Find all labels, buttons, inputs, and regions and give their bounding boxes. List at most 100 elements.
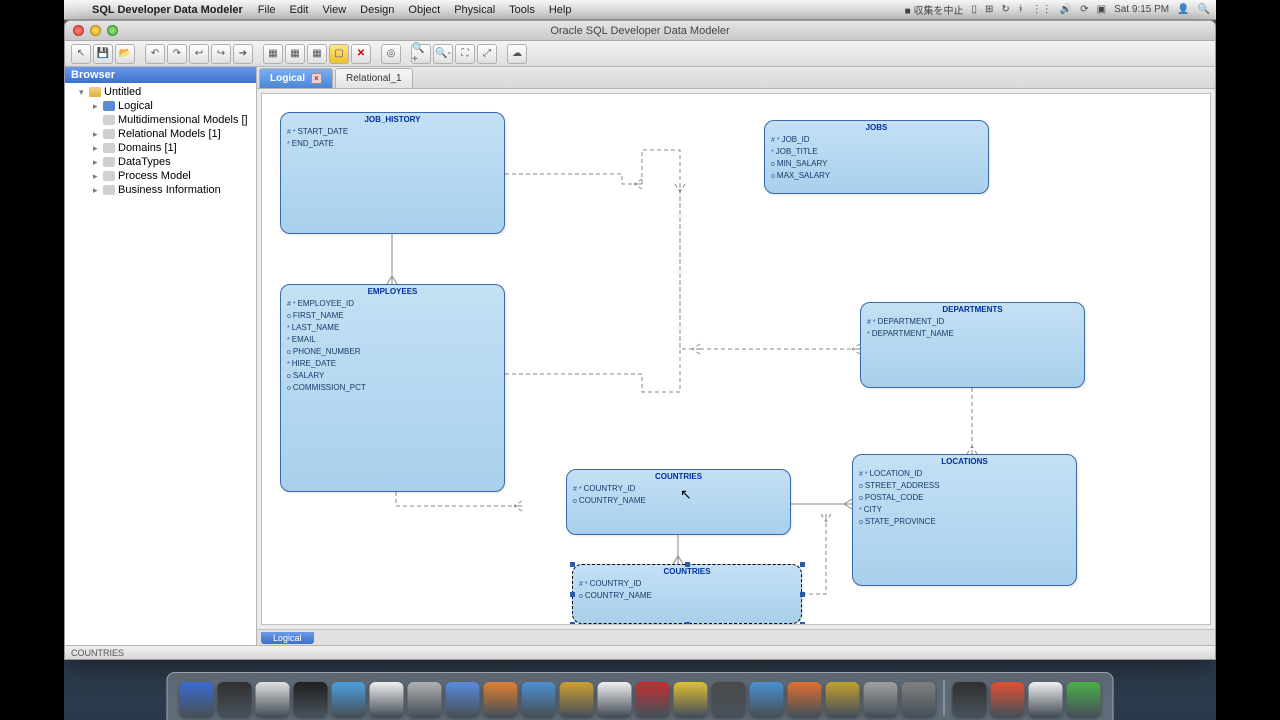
resize-handle[interactable] [800,562,805,567]
menu-view[interactable]: View [323,4,347,16]
dock-icon-3[interactable] [294,682,328,716]
zoom-in-button[interactable]: 🔍+ [411,44,431,64]
dock-icon-0[interactable] [180,682,214,716]
dock-icon-6[interactable] [408,682,442,716]
user-icon[interactable]: 👤 [1177,4,1189,15]
fit-button[interactable]: ⛶ [455,44,475,64]
grid1-button[interactable]: ▦ [263,44,283,64]
tree-item-logical[interactable]: ▸Logical [65,99,256,113]
fullscreen-button[interactable]: ⤢ [477,44,497,64]
dock[interactable] [167,672,1114,720]
wifi-icon[interactable]: ⋮⋮ [1032,4,1052,15]
dropbox-icon[interactable]: ▣ [1097,4,1106,15]
dock-icon-22[interactable] [1029,682,1063,716]
entity-employees[interactable]: EMPLOYEES# *EMPLOYEE_IDoFIRST_NAME*LAST_… [280,284,505,492]
dock-icon-8[interactable] [484,682,518,716]
tree-item-multidimensional-models-[interactable]: Multidimensional Models [] [65,113,256,127]
dock-icon-21[interactable] [991,682,1025,716]
dock-icon-14[interactable] [712,682,746,716]
dock-icon-7[interactable] [446,682,480,716]
browser-tree[interactable]: ▾Untitled▸LogicalMultidimensional Models… [65,83,256,199]
timemachine-icon[interactable]: ↻ [1001,4,1009,15]
open-button[interactable]: 📂 [115,44,135,64]
resize-handle[interactable] [570,592,575,597]
menu-physical[interactable]: Physical [454,4,495,16]
dock-icon-1[interactable] [218,682,252,716]
dock-icon-10[interactable] [560,682,594,716]
delete-button[interactable]: ✕ [351,44,371,64]
dock-icon-2[interactable] [256,682,290,716]
new-entity-button[interactable]: ▢ [329,44,349,64]
resize-handle[interactable] [800,622,805,625]
app-name[interactable]: SQL Developer Data Modeler [92,4,243,16]
dock-icon-11[interactable] [598,682,632,716]
dock-icon-5[interactable] [370,682,404,716]
cloud-button[interactable]: ☁ [507,44,527,64]
entity-departments[interactable]: DEPARTMENTS# *DEPARTMENT_ID*DEPARTMENT_N… [860,302,1085,388]
entity-job_history[interactable]: JOB_HISTORY# *START_DATE*END_DATE [280,112,505,234]
dock-icon-20[interactable] [953,682,987,716]
window-zoom-button[interactable] [107,25,118,36]
diagram-canvas[interactable]: JOB_HISTORY# *START_DATE*END_DATE JOBS# *… [261,93,1211,625]
pointer-tool-button[interactable]: ↖ [71,44,91,64]
dock-icon-12[interactable] [636,682,670,716]
nav-back-button[interactable]: ↩ [189,44,209,64]
menu-file[interactable]: File [258,4,276,16]
entity-jobs[interactable]: JOBS# *JOB_ID*JOB_TITLEoMIN_SALARYoMAX_S… [764,120,989,194]
menu-edit[interactable]: Edit [290,4,309,16]
entity-attr: *HIRE_DATE [287,358,498,370]
tab-relational_1[interactable]: Relational_1 [335,68,413,88]
battery-icon[interactable]: ▯ [971,4,977,15]
menu-help[interactable]: Help [549,4,572,16]
entity-locations[interactable]: LOCATIONS# *LOCATION_IDoSTREET_ADDRESSoP… [852,454,1077,586]
dock-icon-17[interactable] [826,682,860,716]
dock-icon-15[interactable] [750,682,784,716]
menu-design[interactable]: Design [360,4,394,16]
arrow-button[interactable]: ➔ [233,44,253,64]
resize-handle[interactable] [570,562,575,567]
dock-icon-4[interactable] [332,682,366,716]
tree-item-business-information[interactable]: ▸Business Information [65,183,256,197]
menubar-clock[interactable]: Sat 9:15 PM [1114,4,1169,15]
resize-handle[interactable] [685,622,690,625]
dock-icon-13[interactable] [674,682,708,716]
volume-icon[interactable]: 🔊 [1060,4,1072,15]
resize-handle[interactable] [800,592,805,597]
tree-item-process-model[interactable]: ▸Process Model [65,169,256,183]
resize-handle[interactable] [570,622,575,625]
menu-tools[interactable]: Tools [509,4,535,16]
dock-icon-19[interactable] [902,682,936,716]
bottom-tab-logical[interactable]: Logical [261,632,314,644]
tree-item-datatypes[interactable]: ▸DataTypes [65,155,256,169]
tree-item-domains-1-[interactable]: ▸Domains [1] [65,141,256,155]
zoom-out-button[interactable]: 🔍- [433,44,453,64]
save-button[interactable]: 💾 [93,44,113,64]
dock-icon-18[interactable] [864,682,898,716]
resize-handle[interactable] [685,562,690,567]
window-titlebar[interactable]: Oracle SQL Developer Data Modeler [65,21,1215,41]
bluetooth-icon[interactable]: ᚼ [1018,4,1024,15]
window-close-button[interactable] [73,25,84,36]
dock-icon-9[interactable] [522,682,556,716]
grid3-button[interactable]: ▦ [307,44,327,64]
menu-object[interactable]: Object [408,4,440,16]
tab-close-icon[interactable]: × [311,73,322,84]
spaces-icon[interactable]: ⊞ [985,4,993,15]
window-minimize-button[interactable] [90,25,101,36]
entity-countries1[interactable]: COUNTRIES# *COUNTRY_IDoCOUNTRY_NAME [566,469,791,535]
dock-icon-23[interactable] [1067,682,1101,716]
undo-button[interactable]: ↶ [145,44,165,64]
nav-fwd-button[interactable]: ↪ [211,44,231,64]
dock-icon-16[interactable] [788,682,822,716]
tab-logical[interactable]: Logical× [259,68,333,88]
spotlight-icon[interactable]: 🔍 [1198,4,1210,15]
main-window: Oracle SQL Developer Data Modeler ↖ 💾 📂 … [64,20,1216,660]
globe-button[interactable]: ◎ [381,44,401,64]
grid2-button[interactable]: ▦ [285,44,305,64]
tree-item-untitled[interactable]: ▾Untitled [65,85,256,99]
entity-attr: oCOUNTRY_NAME [573,495,784,507]
sync-icon[interactable]: ⟳ [1080,4,1088,15]
tree-item-relational-models-1-[interactable]: ▸Relational Models [1] [65,127,256,141]
entity-countries2[interactable]: COUNTRIES# *COUNTRY_IDoCOUNTRY_NAME [572,564,802,624]
redo-button[interactable]: ↷ [167,44,187,64]
